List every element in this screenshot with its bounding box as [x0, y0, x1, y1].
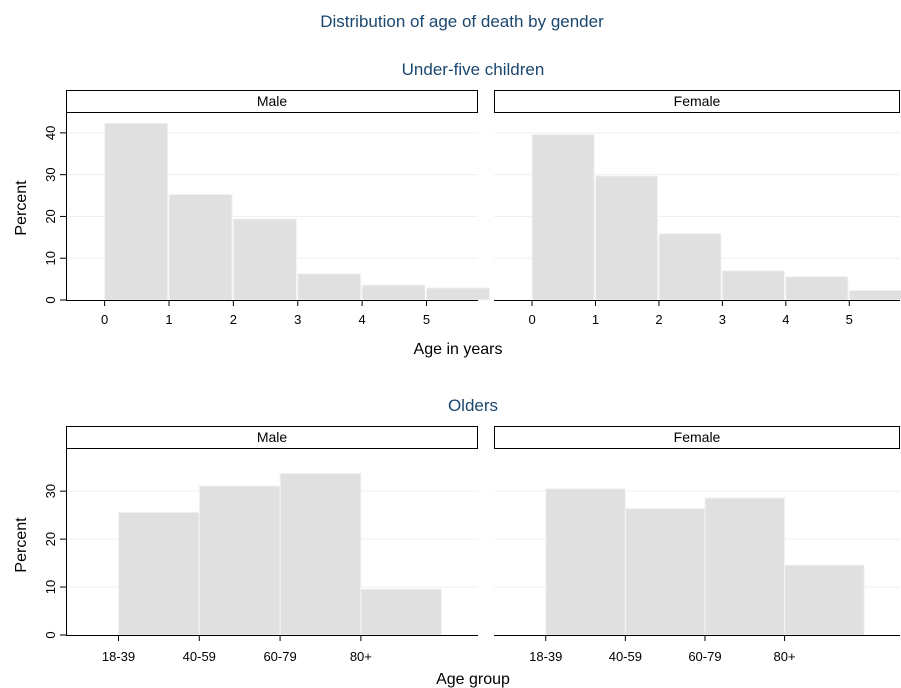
under-five-section: Under-five children Percent Age in years…: [13, 60, 901, 358]
bar-under-five-female-2: [658, 233, 722, 301]
x-tick-label: 1: [165, 312, 172, 327]
bar-under-five-female-1: [595, 175, 659, 301]
chart-title: Distribution of age of death by gender: [320, 12, 604, 31]
panel-under-five-female: Female 0 1 2 3 4 5: [494, 90, 901, 327]
y-tick-label: 30: [43, 167, 58, 181]
y-tick-label: 20: [43, 532, 58, 546]
panel-label-under-five-male: Male: [257, 93, 288, 109]
section-title-olders: Olders: [448, 396, 498, 415]
bar-olders-female-40-59: [624, 507, 706, 636]
panel-strip-olders-male: [66, 426, 478, 449]
bar-olders-male-40-59: [198, 485, 281, 636]
bar-under-five-female-4: [785, 276, 849, 301]
bar-under-five-male-4: [361, 284, 426, 301]
bar-olders-male-80+: [360, 588, 443, 636]
y-axis-title-under-five: Percent: [13, 180, 30, 236]
panel-strip-under-five-female: [494, 90, 900, 113]
y-tick-label: 0: [43, 631, 58, 638]
y-axis-title-olders: Percent: [13, 517, 30, 573]
x-tick-label: 0: [528, 312, 535, 327]
bar-olders-male-60-79: [279, 472, 362, 636]
y-tick-label: 30: [43, 484, 58, 498]
panel-strip-olders-female: [494, 426, 900, 449]
x-tick-label: 5: [423, 312, 430, 327]
x-tick-label: 60-79: [688, 649, 721, 664]
panel-strip-under-five-male: [66, 90, 478, 113]
x-tick-label: 4: [359, 312, 366, 327]
x-axis-title-under-five: Age in years: [414, 341, 503, 358]
bar-under-five-male-3: [297, 273, 362, 301]
bar-olders-male-18-39: [118, 511, 200, 636]
x-tick-label: 80+: [774, 649, 796, 664]
x-tick-label: 40-59: [183, 649, 216, 664]
x-tick-label: 4: [782, 312, 789, 327]
x-tick-label: 18-39: [529, 649, 562, 664]
y-tick-label: 0: [43, 296, 58, 303]
panel-label-olders-female: Female: [674, 429, 721, 445]
x-tick-label: 2: [230, 312, 237, 327]
x-tick-label: 0: [101, 312, 108, 327]
olders-section: Olders Percent Age group Male 18-39 40-59 6…: [13, 396, 900, 688]
panel-label-olders-male: Male: [257, 429, 288, 445]
bar-under-five-male-2: [232, 218, 297, 301]
bar-olders-female-80+: [784, 564, 865, 636]
x-tick-label: 3: [719, 312, 726, 327]
panel-under-five-male: Male 0 1 2 3 4 5 0 10 20 30 40: [43, 90, 491, 327]
panel-label-under-five-female: Female: [674, 93, 721, 109]
x-tick-label: 5: [846, 312, 853, 327]
y-tick-label: 10: [43, 251, 58, 265]
bar-under-five-male-0: [104, 122, 169, 301]
x-tick-label: 40-59: [609, 649, 642, 664]
x-tick-label: 80+: [350, 649, 372, 664]
x-tick-label: 60-79: [263, 649, 296, 664]
y-tick-label: 40: [43, 126, 58, 140]
bar-under-five-female-0: [531, 134, 595, 301]
x-tick-label: 2: [655, 312, 662, 327]
bar-under-five-female-3: [721, 270, 786, 301]
x-axis-title-olders: Age group: [436, 671, 510, 688]
y-tick-label: 10: [43, 580, 58, 594]
section-title-under-five: Under-five children: [402, 60, 545, 79]
bar-olders-female-18-39: [545, 488, 626, 636]
x-tick-label: 3: [294, 312, 301, 327]
bar-under-five-male-1: [168, 193, 233, 301]
x-tick-label: 1: [592, 312, 599, 327]
bar-olders-female-60-79: [704, 497, 786, 636]
bar-under-five-male-5: [426, 287, 491, 301]
y-tick-label: 20: [43, 209, 58, 223]
x-tick-label: 18-39: [102, 649, 135, 664]
panel-olders-female: Female 18-39 40-59 60-79 80+: [494, 426, 900, 664]
panel-olders-male: Male 18-39 40-59 60-79 80+ 0 10 20 30: [43, 426, 478, 664]
bar-under-five-female-5: [848, 289, 901, 301]
